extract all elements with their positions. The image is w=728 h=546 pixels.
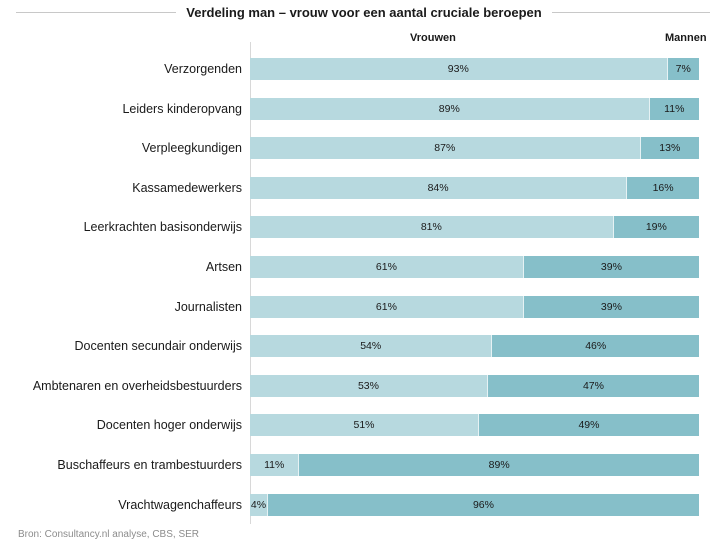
category-label: Verpleegkundigen (141, 141, 242, 156)
category-label: Vrachtwagenchaffeurs (118, 497, 242, 512)
data-label: 19% (645, 221, 667, 234)
y-axis-line (250, 42, 251, 524)
bar-mannen: 16% (627, 176, 699, 199)
data-label: 7% (675, 63, 691, 75)
bar-vrouwen: 61% (250, 256, 524, 278)
title-rule-right (542, 12, 710, 13)
bar-mannen: 96% (267, 493, 699, 516)
legend-vrouwen: Vrouwen (410, 32, 456, 44)
bar-vrouwen: 81% (250, 216, 614, 239)
bar-mannen: 46% (492, 335, 699, 358)
bar-vrouwen: 93% (250, 58, 668, 80)
bar-vrouwen: 54% (250, 335, 493, 358)
category-label: Leiders kinderopvang (122, 101, 242, 116)
data-label: 16% (652, 181, 674, 194)
bar-vrouwen: 51% (250, 414, 479, 437)
data-label: 81% (420, 221, 442, 234)
category-label: Verzorgenden (164, 62, 242, 76)
category-label: Ambtenaren en overheidsbestuurders (32, 378, 242, 393)
data-label: 96% (472, 498, 494, 511)
chart-title: Verdeling man – vrouw voor een aantal cr… (0, 5, 728, 20)
data-label: 53% (357, 379, 379, 392)
category-label: Leerkrachten basisonderwijs (83, 220, 242, 235)
bar-mannen: 7% (667, 58, 699, 80)
data-label: 11% (264, 459, 285, 471)
category-label: Docenten secundair onderwijs (74, 339, 242, 354)
bar-mannen: 13% (640, 137, 699, 160)
bar-vrouwen: 11% (250, 454, 300, 476)
bar-vrouwen: 89% (250, 97, 650, 120)
bar-mannen: 47% (487, 374, 699, 397)
bar-mannen: 89% (299, 454, 699, 476)
bar-mannen: 39% (523, 295, 699, 318)
data-label: 49% (578, 419, 600, 432)
source-note: Bron: Consultancy.nl analyse, CBS, SER (18, 529, 200, 540)
bar-vrouwen: 84% (250, 176, 628, 199)
data-label: 47% (582, 379, 604, 392)
data-label: 39% (600, 261, 622, 273)
title-rule-left (16, 12, 186, 13)
data-label: 39% (600, 300, 622, 313)
data-label: 11% (664, 102, 685, 115)
data-label: 51% (353, 419, 375, 432)
bar-vrouwen: 87% (250, 137, 641, 160)
bar-vrouwen: 53% (250, 374, 488, 397)
data-label: 61% (375, 300, 397, 313)
data-label: 93% (447, 63, 469, 75)
data-label: 54% (360, 340, 382, 353)
bar-vrouwen: 4% (250, 493, 268, 516)
bar-mannen: 49% (478, 414, 699, 437)
category-label: Docenten hoger onderwijs (96, 418, 242, 433)
category-label: Artsen (205, 260, 242, 274)
data-label: 89% (488, 459, 510, 471)
chart-title-text: Verdeling man – vrouw voor een aantal cr… (176, 5, 552, 20)
data-label: 61% (375, 261, 397, 273)
bar-mannen: 11% (649, 97, 699, 120)
data-label: 87% (434, 142, 456, 155)
data-label: 89% (438, 102, 460, 115)
category-label: Journalisten (174, 299, 242, 314)
category-label: Kassamedewerkers (132, 180, 242, 195)
bar-mannen: 19% (613, 216, 699, 239)
bar-mannen: 39% (523, 256, 699, 278)
bar-vrouwen: 61% (250, 295, 524, 318)
data-label: 13% (659, 142, 681, 155)
data-label: 46% (585, 340, 607, 353)
category-label: Buschaffeurs en trambestuurders (57, 458, 242, 472)
data-label: 4% (250, 498, 267, 511)
data-label: 84% (427, 181, 449, 194)
legend-mannen: Mannen (665, 32, 707, 44)
